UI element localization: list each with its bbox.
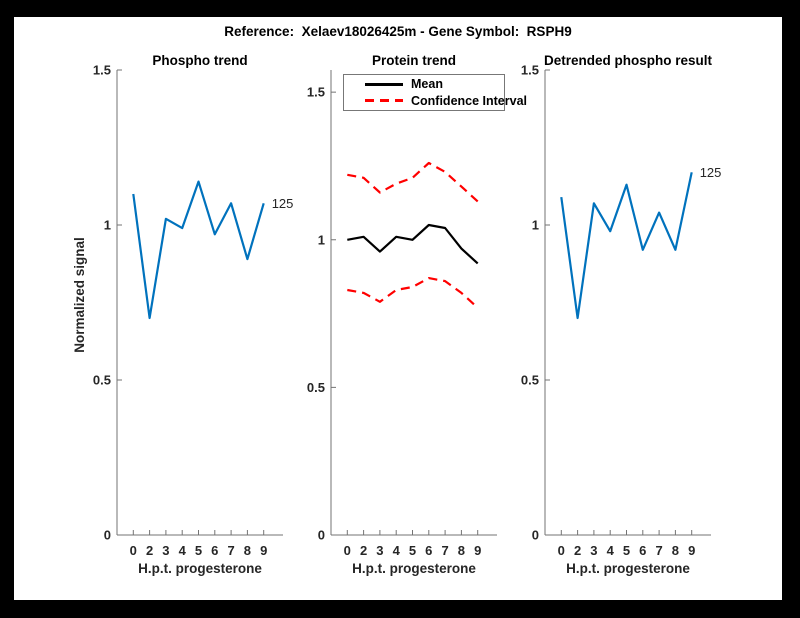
x-tick-label: 9 [474,543,481,558]
x-tick-label: 2 [146,543,153,558]
x-tick-label: 0 [344,543,351,558]
x-tick-label: 7 [655,543,662,558]
y-tick-label: 1 [318,232,325,247]
x-tick-label: 6 [639,543,646,558]
x-axis-label-phospho: H.p.t. progesterone [138,561,262,576]
series-line-confidence-interval [347,161,479,203]
y-tick-label: 1.5 [521,63,539,78]
x-tick-label: 4 [179,543,187,558]
y-tick-label: 0 [318,528,325,543]
x-tick-label: 4 [607,543,615,558]
x-tick-label: 0 [130,543,137,558]
subplot-title-detrended-result: Detrended phospho result [543,53,712,68]
x-tick-label: 9 [260,543,267,558]
series-line-125 [132,180,265,320]
figure-title: Reference: Xelaev18026425m - Gene Symbol… [224,24,572,39]
x-tick-label: 3 [590,543,597,558]
y-tick-label: 1.5 [93,63,111,78]
x-tick-label: 2 [574,543,581,558]
series-line-125 [560,172,693,320]
x-tick-label: 9 [688,543,695,558]
subplot-title-protein-trend: Protein trend [371,53,456,68]
y-tick-label: 0.5 [521,373,539,388]
series-end-label: 125 [272,196,294,211]
x-axis-label-protein: H.p.t. progesterone [352,561,476,576]
y-tick-label: 0 [104,528,111,543]
x-tick-label: 3 [376,543,383,558]
y-axis-label: Normalized signal [72,237,87,353]
y-tick-label: 1.5 [307,85,325,100]
x-tick-label: 2 [360,543,367,558]
legend-label-confidence-interval: Confidence Interval [411,93,527,108]
x-tick-label: 5 [409,543,416,558]
legend-item-mean: Mean [365,77,504,91]
x-tick-label: 6 [211,543,218,558]
x-tick-label: 6 [425,543,432,558]
y-tick-label: 0.5 [307,380,325,395]
y-tick-label: 1 [532,218,539,233]
x-tick-label: 8 [672,543,679,558]
x-tick-label: 3 [162,543,169,558]
x-tick-label: 5 [623,543,630,558]
figure-canvas: Reference: Xelaev18026425m - Gene Symbol… [14,17,782,600]
x-tick-label: 5 [195,543,202,558]
y-tick-label: 1 [104,218,111,233]
x-tick-label: 8 [244,543,251,558]
legend-item-confidence-interval: Confidence Interval [365,94,527,108]
x-tick-label: 7 [441,543,448,558]
y-tick-label: 0 [532,528,539,543]
confidence-interval-line-sample [365,99,403,103]
mean-line-sample [365,82,403,86]
subplot-title-phospho-trend: Phospho trend [152,53,248,68]
legend: Mean Confidence Interval [343,74,527,111]
x-tick-label: 0 [558,543,565,558]
y-tick-label: 0.5 [93,373,111,388]
x-tick-label: 7 [227,543,234,558]
x-tick-label: 8 [458,543,465,558]
series-line-mean [347,223,479,265]
series-line-confidence-interval [347,277,479,309]
x-axis-label-detrended: H.p.t. progesterone [566,561,690,576]
x-tick-label: 4 [393,543,401,558]
legend-label-mean: Mean [411,77,443,92]
series-end-label: 125 [700,165,722,180]
